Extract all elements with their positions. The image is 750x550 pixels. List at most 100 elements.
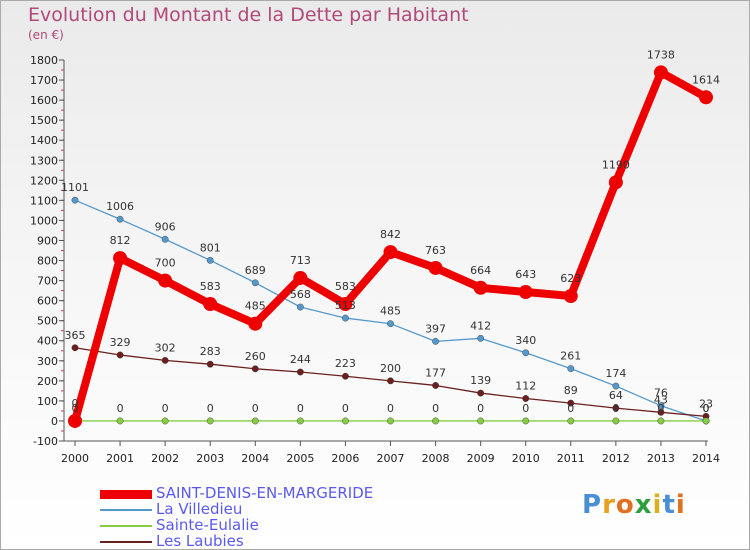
- logo-letter: o: [615, 490, 635, 520]
- data-label: 906: [155, 220, 176, 233]
- data-label: 43: [654, 393, 668, 406]
- y-tick-label: 300: [37, 355, 58, 368]
- data-label: 0: [657, 402, 664, 415]
- data-point: [342, 372, 349, 380]
- data-point: [657, 408, 665, 416]
- data-point: [203, 297, 218, 312]
- data-label: 260: [245, 350, 266, 363]
- y-tick-label: 700: [37, 275, 58, 288]
- data-point: [338, 297, 353, 312]
- data-label: 643: [515, 268, 536, 281]
- data-label: 842: [380, 228, 401, 241]
- data-point: [71, 196, 79, 204]
- x-tick-label: 2005: [286, 452, 314, 465]
- data-label: 0: [703, 402, 710, 415]
- data-point: [206, 256, 214, 264]
- data-point: [522, 417, 530, 425]
- x-tick-label: 2012: [602, 452, 630, 465]
- data-label: 0: [387, 402, 394, 415]
- legend-swatch: [100, 509, 152, 511]
- data-point: [161, 356, 169, 364]
- data-label: 812: [110, 234, 131, 247]
- y-tick-label: 1600: [30, 94, 58, 107]
- y-tick-label: 1400: [30, 134, 58, 147]
- data-point: [657, 402, 665, 410]
- data-point: [342, 314, 349, 322]
- data-label: 763: [425, 244, 446, 257]
- data-label: 23: [699, 397, 713, 410]
- data-label: 700: [155, 257, 176, 270]
- y-tick-label: 600: [37, 295, 58, 308]
- data-point: [477, 389, 485, 397]
- y-tick-label: 1000: [30, 214, 58, 227]
- data-point: [567, 417, 575, 425]
- data-point: [113, 251, 128, 266]
- data-point: [432, 382, 439, 389]
- y-tick-label: 400: [37, 335, 58, 348]
- y-tick-label: 1500: [30, 114, 58, 127]
- legend-swatch: [100, 490, 152, 499]
- data-point: [477, 417, 485, 425]
- data-point: [296, 368, 304, 376]
- data-point: [206, 360, 214, 368]
- x-tick-label: 2006: [331, 452, 359, 465]
- data-point: [116, 351, 124, 359]
- data-point: [653, 65, 668, 80]
- x-tick-label: 2003: [196, 452, 224, 465]
- y-tick-label: 1100: [30, 194, 58, 207]
- data-label: 0: [162, 402, 169, 415]
- logo-letter: i: [652, 490, 663, 520]
- chart-title: Evolution du Montant de la Dette par Hab…: [28, 4, 469, 26]
- logo-letter: t: [662, 490, 676, 520]
- y-tick-label: -100: [33, 435, 58, 448]
- x-tick-label: 2013: [647, 452, 675, 465]
- data-label: 583: [200, 280, 221, 293]
- data-point: [206, 417, 214, 425]
- data-label: 1101: [61, 181, 89, 194]
- data-label: 0: [297, 402, 304, 415]
- data-label: 485: [380, 305, 401, 318]
- data-label: 583: [335, 280, 356, 293]
- data-point: [477, 334, 485, 342]
- data-label: 513: [335, 299, 356, 312]
- data-point: [567, 399, 575, 407]
- data-point: [567, 365, 575, 373]
- data-point: [522, 349, 530, 357]
- data-label: 64: [609, 389, 623, 402]
- data-label: 0: [342, 402, 349, 415]
- data-label: 0: [252, 402, 259, 415]
- data-point: [296, 303, 304, 311]
- x-tick-label: 2001: [106, 452, 134, 465]
- data-point: [432, 337, 439, 345]
- legend-label: La Villedieu: [156, 500, 243, 518]
- legend-label: Sainte-Eulalie: [156, 516, 259, 534]
- data-label: 283: [200, 345, 221, 358]
- y-tick-label: 800: [37, 255, 58, 268]
- data-point: [608, 175, 623, 190]
- data-point: [383, 245, 398, 260]
- data-label: 112: [515, 379, 536, 392]
- x-tick-label: 2002: [151, 452, 179, 465]
- x-tick-label: 2008: [422, 452, 450, 465]
- y-tick-label: 1700: [30, 74, 58, 87]
- x-tick-label: 2007: [377, 452, 405, 465]
- data-point: [657, 417, 665, 425]
- logo-letter: x: [634, 490, 653, 520]
- data-label: 1190: [602, 158, 630, 171]
- data-label: 139: [470, 374, 491, 387]
- x-tick-label: 2009: [467, 452, 495, 465]
- data-label: 689: [245, 264, 266, 277]
- data-point: [158, 273, 173, 288]
- data-label: 223: [335, 357, 356, 370]
- y-tick-label: 100: [37, 395, 58, 408]
- data-label: 713: [290, 254, 311, 267]
- data-label: 568: [290, 288, 311, 301]
- data-point: [161, 417, 169, 425]
- data-point: [387, 320, 394, 328]
- data-label: 397: [425, 322, 446, 335]
- data-label: 0: [72, 402, 79, 415]
- data-label: 801: [200, 241, 221, 254]
- proxiti-logo: Proxiti: [582, 490, 686, 520]
- y-tick-label: 1800: [30, 54, 58, 67]
- data-label: 302: [155, 341, 176, 354]
